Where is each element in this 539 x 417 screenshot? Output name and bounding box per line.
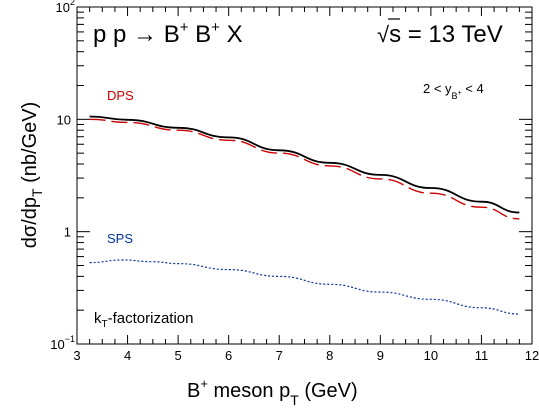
y-tick-label: 1 — [64, 225, 71, 240]
series-line-total — [89, 115, 520, 214]
series-line-dps — [89, 118, 520, 220]
x-axis-ticks: 3 4 5 6 7 8 9 10 11 12 — [73, 7, 539, 363]
x-tick-label: 12 — [525, 348, 539, 363]
x-tick-label: 8 — [326, 348, 333, 363]
energy-label: √s = 13 TeV — [377, 21, 503, 48]
y-tick-label: 10−1 — [50, 334, 75, 352]
y-axis-label: dσ/dpT (nb/GeV) — [19, 102, 45, 249]
y-tick-label: 102 — [56, 0, 75, 15]
y-tick-label: 10 — [57, 112, 71, 127]
plot-frame — [76, 6, 533, 345]
x-tick-label: 9 — [377, 348, 384, 363]
x-tick-label: 6 — [225, 348, 232, 363]
x-tick-label: 7 — [276, 348, 283, 363]
y-axis-ticks: 10−1 1 10 102 — [50, 0, 532, 352]
curves — [89, 115, 520, 315]
x-tick-label: 11 — [475, 348, 489, 363]
kt-factorization-label: kT-factorization — [94, 310, 193, 330]
x-axis-label: B+ meson pT (GeV) — [187, 376, 358, 408]
series-line-sps — [89, 259, 520, 315]
x-tick-label: 5 — [174, 348, 181, 363]
rapidity-label: 2 < yB+ < 4 — [423, 81, 484, 101]
x-tick-label: 3 — [73, 348, 80, 363]
chart-title: p p → B+ B+ X — [93, 19, 243, 48]
sps-label: SPS — [107, 231, 133, 246]
dps-label: DPS — [107, 88, 134, 103]
x-tick-label: 4 — [124, 348, 131, 363]
x-tick-label: 10 — [424, 348, 438, 363]
